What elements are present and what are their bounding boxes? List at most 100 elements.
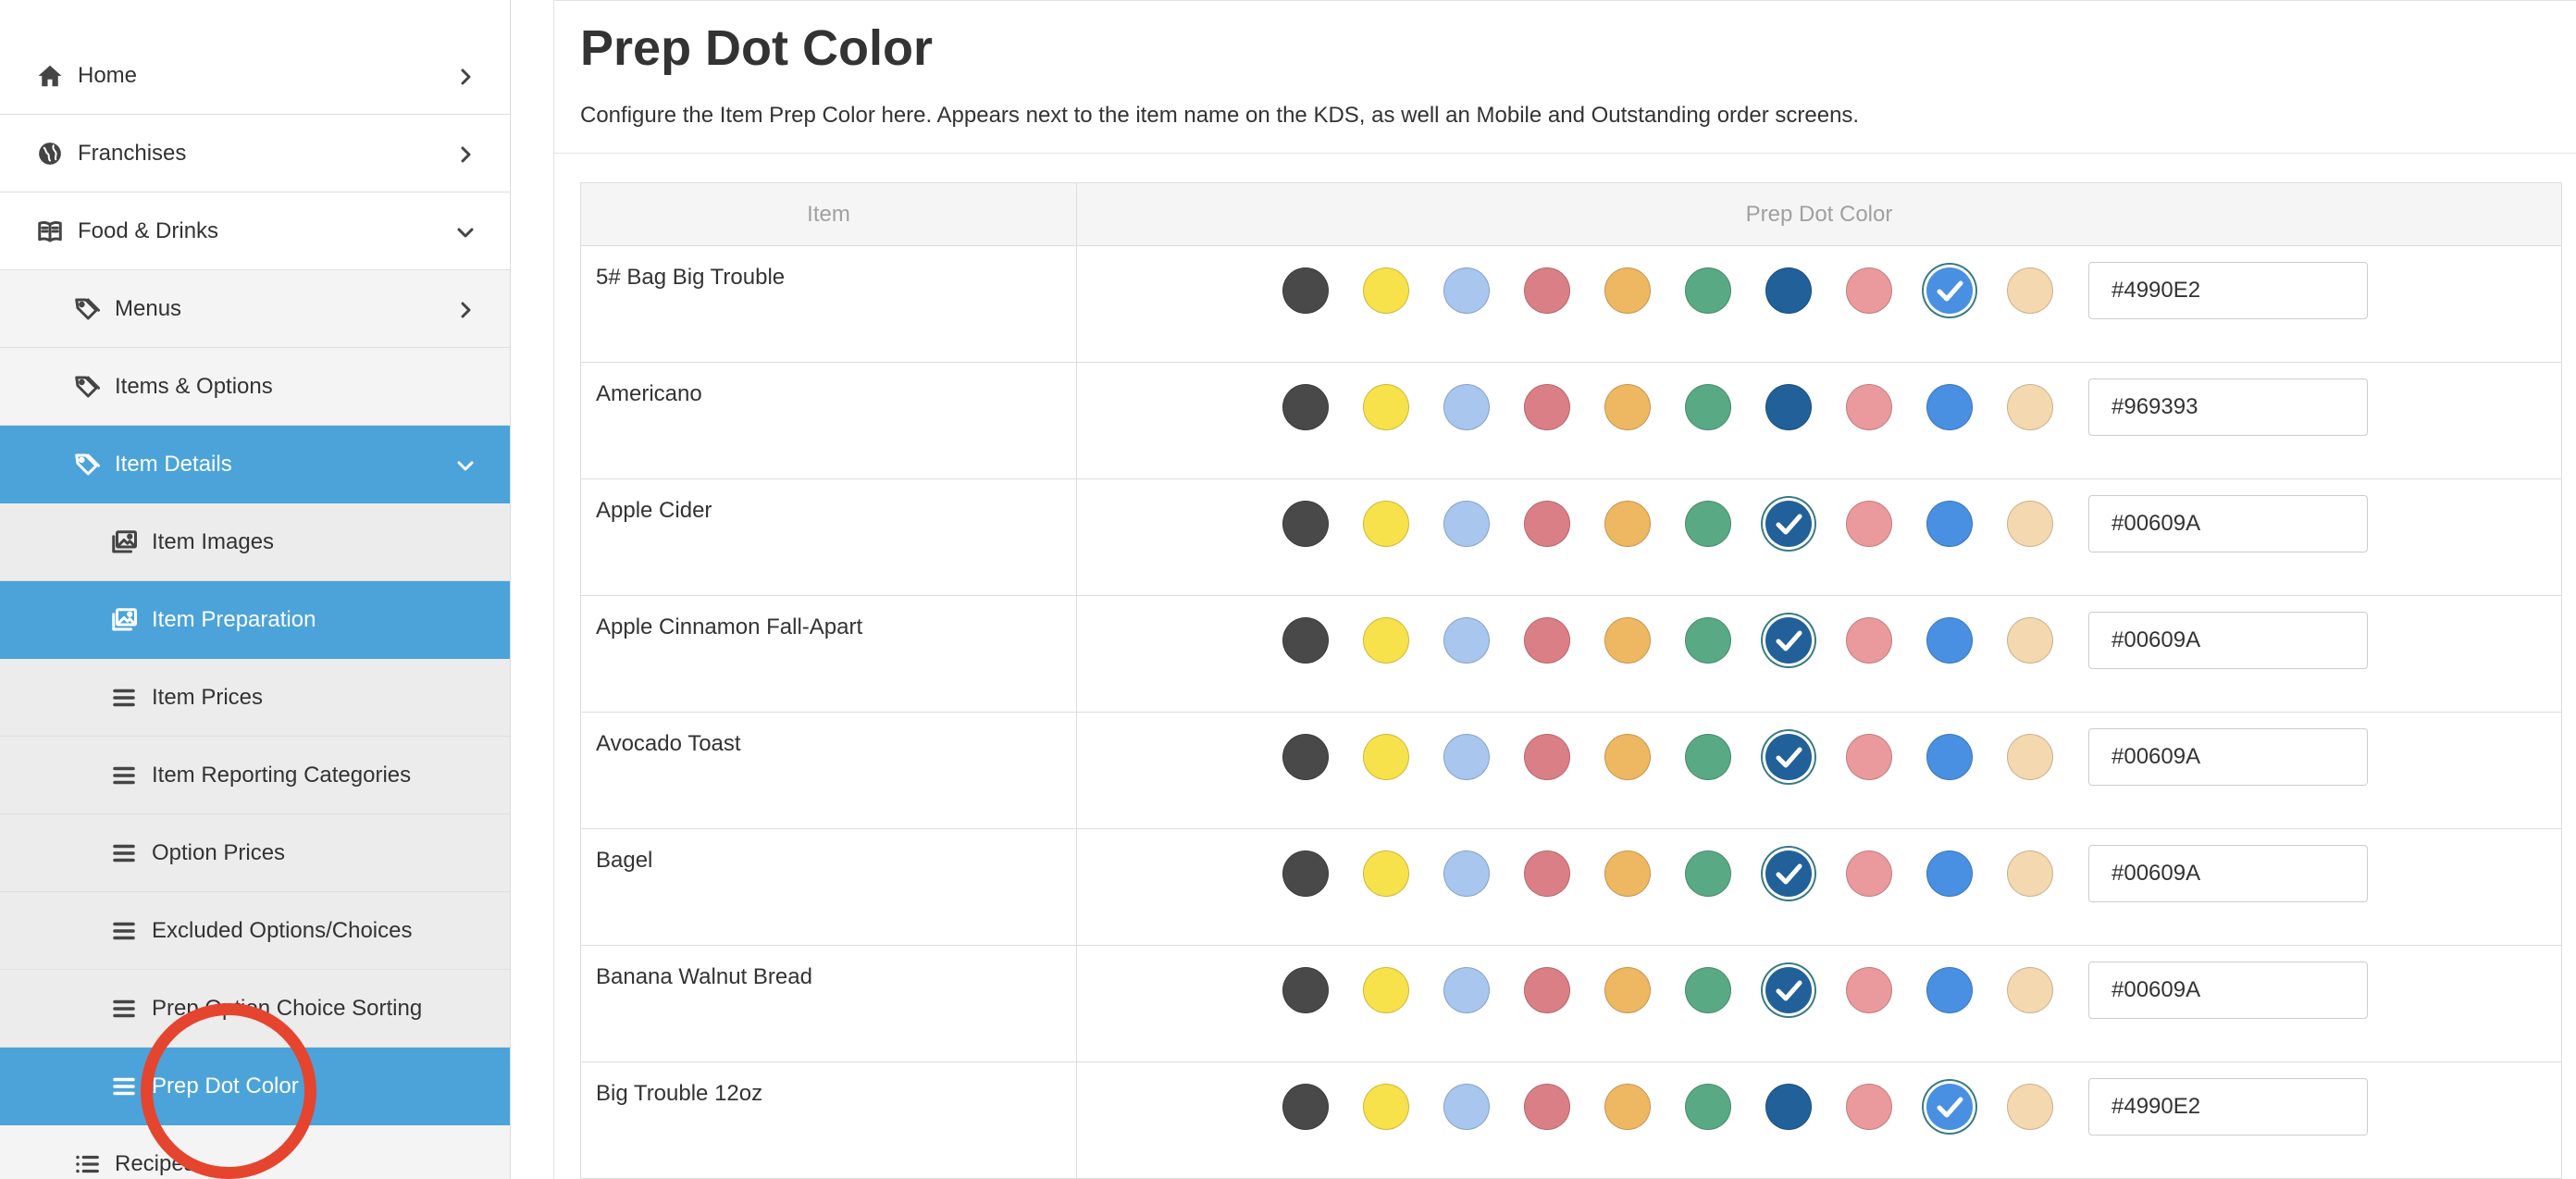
color-swatch[interactable] — [1282, 617, 1329, 664]
color-swatch[interactable] — [1282, 850, 1329, 897]
color-swatch[interactable] — [1765, 734, 1812, 780]
color-swatch[interactable] — [1846, 734, 1892, 780]
color-swatch[interactable] — [1282, 384, 1329, 430]
color-swatch[interactable] — [1604, 850, 1651, 897]
color-swatch[interactable] — [1685, 617, 1731, 664]
color-swatch[interactable] — [1363, 850, 1409, 897]
color-swatch[interactable] — [1846, 267, 1892, 314]
color-swatch[interactable] — [1846, 967, 1892, 1013]
color-swatch[interactable] — [1524, 1084, 1570, 1130]
color-swatch[interactable] — [1363, 734, 1409, 780]
color-swatch[interactable] — [1524, 850, 1570, 897]
color-swatch[interactable] — [1282, 1084, 1329, 1130]
sidebar-item-item-reporting-categories[interactable]: Item Reporting Categories — [0, 737, 510, 814]
color-swatch[interactable] — [1443, 617, 1490, 664]
color-swatch[interactable] — [1363, 617, 1409, 664]
sidebar-item-menus[interactable]: Menus — [0, 270, 510, 348]
color-swatch[interactable] — [1443, 734, 1490, 780]
color-swatch[interactable] — [1443, 267, 1490, 314]
color-swatch[interactable] — [1846, 850, 1892, 897]
color-swatch[interactable] — [1926, 967, 1973, 1013]
color-swatch[interactable] — [1685, 267, 1731, 314]
color-swatch[interactable] — [1282, 267, 1329, 314]
color-swatch[interactable] — [1926, 734, 1973, 780]
sidebar-item-excluded-options-choices[interactable]: Excluded Options/Choices — [0, 892, 510, 970]
color-swatch[interactable] — [1926, 384, 1973, 430]
color-swatch[interactable] — [1765, 967, 1812, 1013]
color-swatch[interactable] — [1363, 501, 1409, 547]
color-swatch[interactable] — [1524, 267, 1570, 314]
color-swatch[interactable] — [2007, 617, 2053, 664]
color-swatch[interactable] — [1926, 850, 1973, 897]
sidebar-item-food-drinks[interactable]: Food & Drinks — [0, 192, 510, 270]
color-swatch[interactable] — [1846, 384, 1892, 430]
color-swatch[interactable] — [1926, 1084, 1973, 1130]
color-swatch[interactable] — [1524, 967, 1570, 1013]
sidebar-item-prep-dot-color[interactable]: Prep Dot Color — [0, 1048, 510, 1125]
sidebar-item-franchises[interactable]: Franchises — [0, 115, 510, 192]
sidebar-item-item-prices[interactable]: Item Prices — [0, 659, 510, 737]
hex-color-input[interactable] — [2088, 962, 2368, 1019]
color-swatch[interactable] — [1363, 1084, 1409, 1130]
color-swatch[interactable] — [1926, 617, 1973, 664]
color-swatch[interactable] — [1524, 734, 1570, 780]
color-swatch[interactable] — [1765, 501, 1812, 547]
color-swatch[interactable] — [1604, 617, 1651, 664]
color-swatch[interactable] — [1846, 1084, 1892, 1130]
color-swatch[interactable] — [2007, 384, 2053, 430]
sidebar-item-item-images[interactable]: Item Images — [0, 503, 510, 581]
color-swatch[interactable] — [1685, 734, 1731, 780]
hex-color-input[interactable] — [2088, 495, 2368, 552]
color-swatch[interactable] — [2007, 1084, 2053, 1130]
hex-color-input[interactable] — [2088, 1078, 2368, 1136]
color-swatch[interactable] — [1524, 617, 1570, 664]
color-swatch[interactable] — [1443, 501, 1490, 547]
color-swatch[interactable] — [1282, 734, 1329, 780]
sidebar-item-items-options[interactable]: Items & Options — [0, 348, 510, 426]
color-swatch[interactable] — [1926, 501, 1973, 547]
hex-color-input[interactable] — [2088, 845, 2368, 902]
color-swatch[interactable] — [1846, 617, 1892, 664]
color-swatch[interactable] — [1765, 267, 1812, 314]
color-swatch[interactable] — [1363, 267, 1409, 314]
color-swatch[interactable] — [1926, 267, 1973, 314]
color-swatch[interactable] — [1685, 501, 1731, 547]
color-swatch[interactable] — [1282, 967, 1329, 1013]
hex-color-input[interactable] — [2088, 612, 2368, 669]
color-swatch[interactable] — [1524, 501, 1570, 547]
hex-color-input[interactable] — [2088, 379, 2368, 436]
sidebar-item-option-prices[interactable]: Option Prices — [0, 814, 510, 892]
sidebar-item-prep-option-choice-sorting[interactable]: Prep Option Choice Sorting — [0, 970, 510, 1048]
color-swatch[interactable] — [1443, 1084, 1490, 1130]
hex-color-input[interactable] — [2088, 728, 2368, 786]
color-swatch[interactable] — [1443, 850, 1490, 897]
color-swatch[interactable] — [1765, 850, 1812, 897]
color-swatch[interactable] — [1685, 967, 1731, 1013]
color-swatch[interactable] — [1604, 267, 1651, 314]
hex-color-input[interactable] — [2088, 262, 2368, 319]
color-swatch[interactable] — [1443, 384, 1490, 430]
color-swatch[interactable] — [1363, 967, 1409, 1013]
sidebar-item-item-preparation[interactable]: Item Preparation — [0, 581, 510, 659]
color-swatch[interactable] — [1765, 1084, 1812, 1130]
color-swatch[interactable] — [2007, 967, 2053, 1013]
color-swatch[interactable] — [1524, 384, 1570, 430]
sidebar-item-home[interactable]: Home — [0, 37, 510, 115]
color-swatch[interactable] — [1685, 850, 1731, 897]
sidebar-item-recipes[interactable]: Recipes — [0, 1125, 510, 1179]
color-swatch[interactable] — [1604, 1084, 1651, 1130]
color-swatch[interactable] — [2007, 267, 2053, 314]
color-swatch[interactable] — [1604, 501, 1651, 547]
color-swatch[interactable] — [2007, 850, 2053, 897]
color-swatch[interactable] — [1765, 617, 1812, 664]
color-swatch[interactable] — [2007, 734, 2053, 780]
color-swatch[interactable] — [1604, 734, 1651, 780]
color-swatch[interactable] — [1443, 967, 1490, 1013]
color-swatch[interactable] — [1363, 384, 1409, 430]
color-swatch[interactable] — [1282, 501, 1329, 547]
color-swatch[interactable] — [1685, 384, 1731, 430]
color-swatch[interactable] — [1846, 501, 1892, 547]
sidebar-item-item-details[interactable]: Item Details — [0, 426, 510, 503]
color-swatch[interactable] — [2007, 501, 2053, 547]
color-swatch[interactable] — [1604, 967, 1651, 1013]
